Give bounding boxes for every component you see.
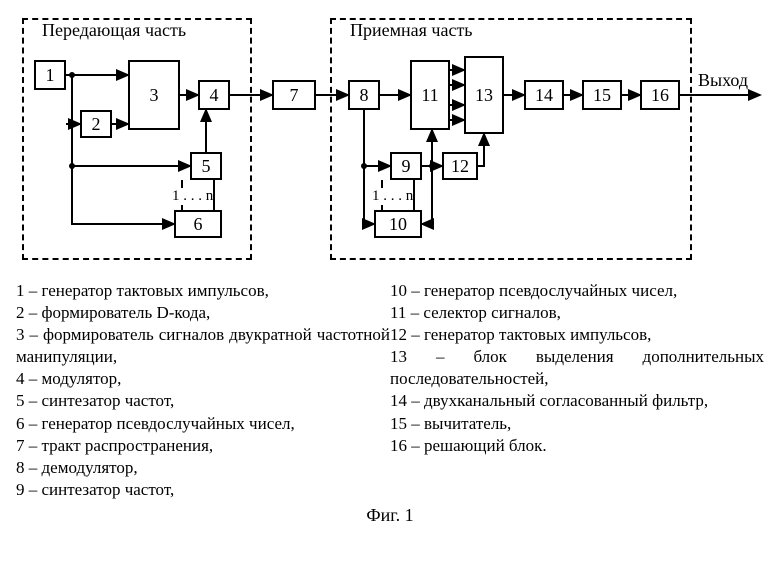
block-label: 7 — [290, 85, 299, 106]
block-label: 4 — [210, 85, 219, 106]
legend-item: 5 – синтезатор частот, — [16, 390, 390, 412]
legend-item: 12 – генератор тактовых импульсов, — [390, 324, 764, 346]
block-label: 12 — [451, 156, 469, 177]
block-label: 6 — [194, 214, 203, 235]
block-11: 11 — [410, 60, 450, 130]
rx-pin-label: 1 . . . n — [372, 188, 413, 205]
legend-item: 9 – синтезатор частот, — [16, 479, 390, 501]
block-4: 4 — [198, 80, 230, 110]
block-14: 14 — [524, 80, 564, 110]
block-16: 16 — [640, 80, 680, 110]
legend-item: 13 – блок выделения дополнительных после… — [390, 346, 764, 390]
block-label: 15 — [593, 85, 611, 106]
block-label: 1 — [46, 65, 55, 86]
tx-panel-title: Передающая часть — [40, 20, 188, 41]
block-7: 7 — [272, 80, 316, 110]
block-label: 14 — [535, 85, 553, 106]
legend-item: 15 – вычитатель, — [390, 413, 764, 435]
legend-item: 11 – селектор сигналов, — [390, 302, 764, 324]
block-9: 9 — [390, 152, 422, 180]
output-label: Выход — [698, 70, 748, 91]
block-10: 10 — [374, 210, 422, 238]
block-3: 3 — [128, 60, 180, 130]
block-label: 13 — [475, 85, 493, 106]
legend-item: 6 – генератор псевдослучайных чисел, — [16, 413, 390, 435]
block-label: 10 — [389, 214, 407, 235]
figure-caption: Фиг. 1 — [0, 505, 780, 526]
block-2: 2 — [80, 110, 112, 138]
legend-item: 4 – модулятор, — [16, 368, 390, 390]
block-5: 5 — [190, 152, 222, 180]
block-label: 9 — [402, 156, 411, 177]
block-diagram: Передающая частьПриемная часть1234567891… — [0, 0, 780, 280]
legend-col-left: 1 – генератор тактовых импульсов,2 – фор… — [16, 280, 390, 501]
block-6: 6 — [174, 210, 222, 238]
block-15: 15 — [582, 80, 622, 110]
legend-item: 3 – формирователь сигналов двукратной ча… — [16, 324, 390, 368]
block-1: 1 — [34, 60, 66, 90]
block-label: 3 — [150, 85, 159, 106]
block-label: 16 — [651, 85, 669, 106]
legend-item: 10 – генератор псевдослучайных чисел, — [390, 280, 764, 302]
legend-item: 14 – двухканальный согласованный фильтр, — [390, 390, 764, 412]
block-label: 5 — [202, 156, 211, 177]
legend-col-right: 10 – генератор псевдослучайных чисел,11 … — [390, 280, 764, 501]
legend-item: 16 – решающий блок. — [390, 435, 764, 457]
rx-panel-title: Приемная часть — [348, 20, 475, 41]
block-label: 11 — [421, 85, 438, 106]
legend-item: 1 – генератор тактовых импульсов, — [16, 280, 390, 302]
tx-pin-label: 1 . . . n — [172, 188, 213, 205]
block-label: 8 — [360, 85, 369, 106]
block-label: 2 — [92, 114, 101, 135]
legend-item: 2 – формирователь D-кода, — [16, 302, 390, 324]
block-12: 12 — [442, 152, 478, 180]
legend-item: 8 – демодулятор, — [16, 457, 390, 479]
legend: 1 – генератор тактовых импульсов,2 – фор… — [0, 280, 780, 501]
legend-item: 7 – тракт распространения, — [16, 435, 390, 457]
block-8: 8 — [348, 80, 380, 110]
block-13: 13 — [464, 56, 504, 134]
